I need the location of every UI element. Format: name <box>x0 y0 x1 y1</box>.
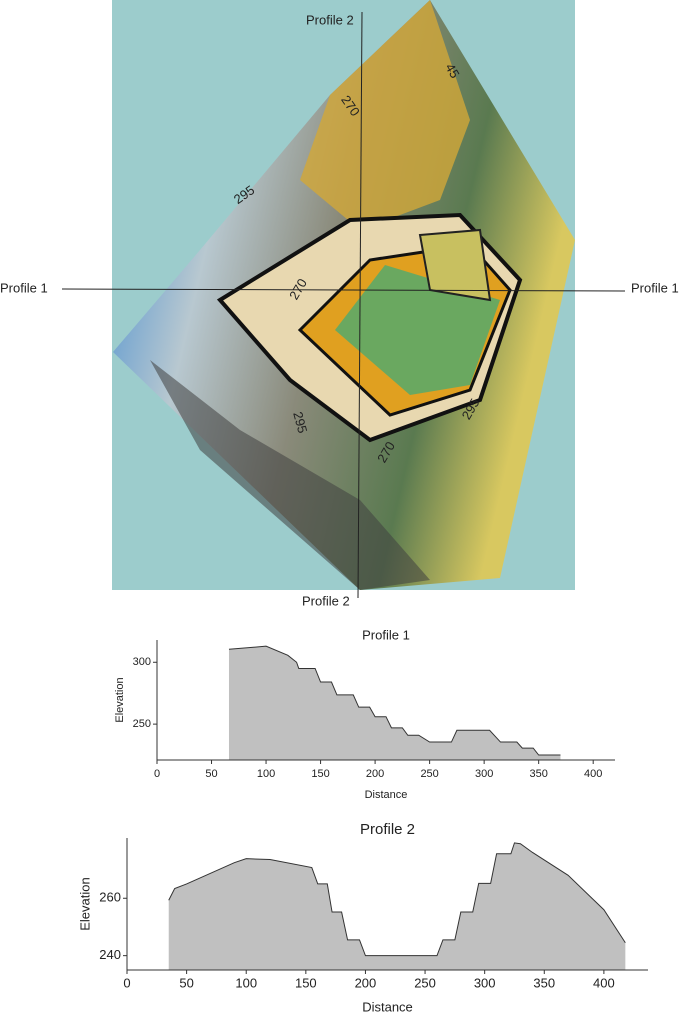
area-outline <box>228 645 561 756</box>
area <box>168 842 626 970</box>
x-tick-label: 50 <box>179 975 193 990</box>
profile-label: Profile 1 <box>0 280 48 295</box>
slope-shade <box>150 360 430 590</box>
chart-title: Profile 2 <box>360 821 415 838</box>
x-tick-label: 200 <box>355 975 377 990</box>
map: Profile 1 Profile 1 Profile 2 Profile 2 … <box>0 0 679 608</box>
profile-label: Profile 2 <box>302 593 350 608</box>
area <box>228 646 561 760</box>
contour-label: 295 <box>290 410 310 435</box>
y-tick-label: 250 <box>133 718 151 730</box>
x-tick-label: 150 <box>295 975 317 990</box>
y-axis-label: Elevation <box>114 677 126 722</box>
x-tick-label: 250 <box>420 768 438 780</box>
pit-floor <box>335 265 500 395</box>
x-tick-label: 350 <box>533 975 555 990</box>
x-tick-label: 350 <box>529 768 547 780</box>
terrain-upper <box>300 0 470 230</box>
x-tick-label: 100 <box>257 768 275 780</box>
contour-label: 45 <box>442 61 462 81</box>
x-tick-label: 200 <box>366 768 384 780</box>
y-tick-label: 300 <box>133 656 151 668</box>
profile-label: Profile 2 <box>306 12 354 27</box>
x-tick-label: 0 <box>154 768 160 780</box>
x-tick-label: 0 <box>123 975 130 990</box>
y-tick-label: 240 <box>99 947 121 962</box>
x-tick-label: 300 <box>474 975 496 990</box>
x-tick-label: 300 <box>475 768 493 780</box>
y-tick-label: 260 <box>99 890 121 905</box>
x-tick-label: 400 <box>584 768 602 780</box>
pit-mound <box>418 228 492 302</box>
profile-label: Profile 1 <box>631 280 679 295</box>
chart-title: Profile 1 <box>362 627 410 642</box>
area-outline <box>168 842 626 957</box>
profile-2-line <box>357 11 363 599</box>
y-axis-label: Elevation <box>77 877 92 930</box>
x-tick-label: 400 <box>593 975 615 990</box>
x-tick-label: 100 <box>235 975 257 990</box>
x-tick-label: 50 <box>205 768 217 780</box>
x-axis-label: Distance <box>365 789 408 801</box>
x-tick-label: 150 <box>311 768 329 780</box>
x-axis-label: Distance <box>362 999 413 1012</box>
x-tick-label: 250 <box>414 975 436 990</box>
profile-1-line <box>61 288 626 292</box>
